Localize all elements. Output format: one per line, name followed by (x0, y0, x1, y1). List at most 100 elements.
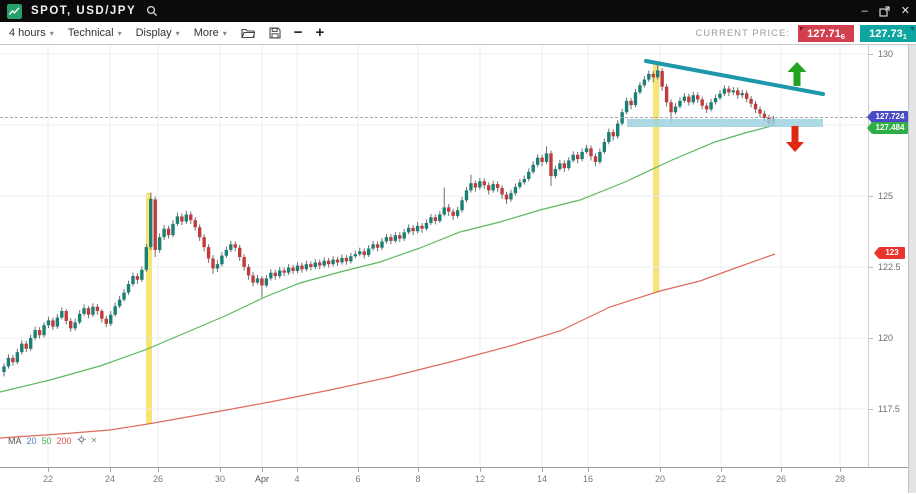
bull-candle (229, 244, 233, 250)
bull-candle (647, 73, 651, 80)
save-icon[interactable] (269, 27, 281, 39)
bull-candle (527, 171, 531, 179)
bull-candle (584, 148, 589, 152)
zoom-out-button[interactable]: − (293, 24, 303, 41)
bull-candle (402, 232, 406, 239)
bear-candle (549, 153, 553, 177)
bull-candle (624, 100, 629, 113)
bear-candle (104, 318, 108, 324)
bull-candle (295, 265, 300, 271)
time-axis-label: 30 (214, 474, 225, 484)
close-button[interactable]: ✕ (900, 5, 910, 17)
window-title-bar: SPOT, USD/JPY – ✕ (0, 0, 916, 22)
sell-price-badge[interactable]: 127.71 6 (798, 25, 854, 42)
ma-remove-icon[interactable]: ✕ (90, 436, 98, 445)
bull-candle (171, 223, 175, 236)
chart-canvas[interactable]: 130 125 122.5 120 117.5 127.724 127.484 123 … (0, 45, 908, 467)
time-axis-label: 16 (582, 474, 593, 484)
bear-candle (375, 244, 380, 248)
candlestick-plot[interactable] (0, 45, 868, 467)
highlight-band-right[interactable] (652, 63, 659, 292)
bear-candle (411, 227, 415, 232)
bull-candle (393, 235, 398, 241)
price-axis-label: 120 (878, 333, 894, 343)
time-axis[interactable]: 22 24 26 30 Apr 4 6 8 12 14 16 20 22 26 28 (0, 467, 908, 494)
bull-candle (144, 247, 149, 270)
highlight-band-left[interactable] (145, 193, 152, 424)
bear-candle (736, 90, 740, 96)
open-folder-icon[interactable] (240, 27, 255, 39)
bull-candle (349, 256, 353, 262)
bull-candle (140, 269, 144, 280)
bull-candle (269, 272, 273, 279)
ma-settings-gear-icon[interactable] (76, 435, 86, 446)
time-axis-label: 22 (715, 474, 726, 484)
bear-candle (575, 154, 580, 160)
bull-candle (109, 314, 113, 324)
bull-candle (513, 186, 518, 194)
bear-candle (433, 217, 438, 221)
bull-candle (464, 190, 469, 201)
minimize-button[interactable]: – (861, 5, 868, 17)
bear-candle (300, 265, 304, 270)
bear-candle (482, 181, 486, 186)
bull-candle (184, 214, 189, 222)
current-price-label: CURRENT PRICE: (695, 28, 790, 39)
bear-candle (727, 88, 731, 93)
resistance-trendline[interactable] (0, 45, 868, 467)
price-axis[interactable]: 130 125 122.5 120 117.5 127.724 127.484 123 (867, 45, 909, 467)
bull-candle (406, 227, 411, 233)
bear-candle (189, 214, 193, 221)
down-arrow (786, 126, 804, 152)
popout-button[interactable] (879, 5, 890, 17)
bear-candle (389, 237, 393, 241)
bull-candle (286, 267, 291, 273)
bull-candle (424, 222, 429, 229)
bear-candle (562, 163, 567, 169)
more-label: More (193, 27, 219, 39)
bear-candle (540, 157, 544, 162)
price-axis-label: 125 (878, 191, 894, 201)
bull-candle (567, 160, 571, 169)
bear-candle (704, 105, 709, 110)
bull-candle (322, 260, 326, 266)
bear-candle (593, 156, 598, 162)
price-axis-label: 122.5 (878, 262, 901, 272)
display-dropdown[interactable]: Display ▾ (136, 27, 180, 39)
bear-candle (651, 73, 655, 78)
bull-candle (731, 90, 736, 93)
buy-price-badge[interactable]: 127.73 1 (860, 25, 916, 42)
bull-candle (678, 100, 682, 107)
ma50-price-tag: 127.484 (867, 121, 908, 134)
more-dropdown[interactable]: More ▾ (194, 27, 227, 39)
bull-candle (442, 207, 446, 215)
zoom-in-button[interactable]: + (315, 24, 325, 41)
timeframe-dropdown[interactable]: 4 hours ▾ (9, 27, 54, 39)
bear-candle (251, 275, 255, 283)
support-zone-band[interactable] (627, 119, 823, 127)
bear-candle (166, 228, 171, 236)
bull-candle (122, 292, 126, 300)
bear-candle (282, 270, 286, 273)
bear-candle (495, 184, 500, 189)
bull-candle (126, 284, 131, 293)
chevron-down-icon: ▾ (222, 28, 227, 38)
bear-candle (664, 86, 669, 103)
bull-candle (469, 183, 473, 191)
bull-candle (438, 214, 442, 221)
sell-price-pip: 6 (840, 32, 845, 41)
window-edge-strip (908, 45, 916, 493)
search-icon[interactable] (146, 5, 158, 17)
bear-candle (260, 278, 264, 286)
bull-candle (598, 151, 602, 162)
bull-candle (682, 96, 687, 101)
app-logo-icon (7, 3, 22, 19)
bull-candle (518, 182, 522, 187)
bull-candle (718, 93, 722, 99)
bear-candle (687, 96, 691, 103)
scenario-arrows[interactable] (0, 45, 868, 467)
bull-candle (740, 93, 744, 96)
bear-candle (504, 194, 509, 200)
technical-dropdown[interactable]: Technical ▾ (68, 27, 122, 39)
bear-candle (211, 258, 215, 269)
